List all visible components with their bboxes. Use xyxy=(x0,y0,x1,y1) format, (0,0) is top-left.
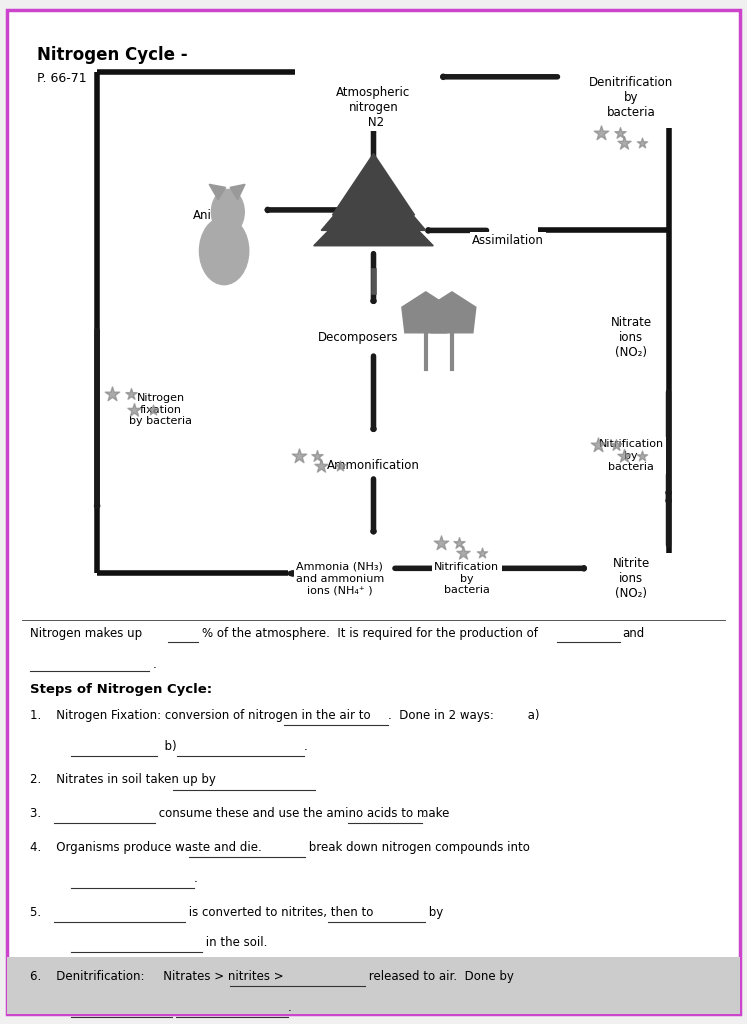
Point xyxy=(147,401,159,418)
Text: Atmospheric
nitrogen
 N2: Atmospheric nitrogen N2 xyxy=(336,86,411,129)
Text: released to air.  Done by: released to air. Done by xyxy=(365,970,514,983)
Point xyxy=(106,386,118,402)
Polygon shape xyxy=(402,292,450,333)
Text: Nitrogen Cycle -: Nitrogen Cycle - xyxy=(37,46,188,65)
Point xyxy=(476,545,488,561)
Point xyxy=(293,447,305,464)
Point xyxy=(610,437,622,454)
Text: 2.    Nitrates in soil taken up by: 2. Nitrates in soil taken up by xyxy=(30,773,220,786)
Point xyxy=(595,125,607,141)
Text: Animals: Animals xyxy=(193,209,241,221)
Text: 3.: 3. xyxy=(30,807,56,820)
Point xyxy=(592,437,604,454)
Text: .: . xyxy=(304,739,308,753)
Point xyxy=(128,401,140,418)
Point xyxy=(618,135,630,152)
Text: is converted to nitrites, then to: is converted to nitrites, then to xyxy=(185,905,377,919)
Polygon shape xyxy=(230,184,245,200)
Text: 4.    Organisms produce waste and die.: 4. Organisms produce waste and die. xyxy=(30,841,265,854)
Text: .: . xyxy=(422,807,426,820)
Text: Denitrification
by
bacteria: Denitrification by bacteria xyxy=(589,76,673,119)
Point xyxy=(618,447,630,464)
Text: by: by xyxy=(426,905,444,919)
Polygon shape xyxy=(209,184,226,200)
Text: .: . xyxy=(288,1000,291,1014)
Point xyxy=(125,386,137,402)
Point xyxy=(453,535,465,551)
Point xyxy=(315,458,327,474)
Text: Ammonification: Ammonification xyxy=(327,460,420,472)
Text: Plants: Plants xyxy=(378,214,414,226)
Text: 5.: 5. xyxy=(30,905,56,919)
Text: .: . xyxy=(153,657,157,671)
Text: 6.    Denitrification:     Nitrates > nitrites >: 6. Denitrification: Nitrates > nitrites … xyxy=(30,970,288,983)
Text: Assimilation: Assimilation xyxy=(472,234,544,247)
FancyBboxPatch shape xyxy=(7,10,740,1014)
Text: .  Done in 2 ways:         a): . Done in 2 ways: a) xyxy=(388,709,539,722)
Circle shape xyxy=(211,189,244,234)
Text: P. 66-71: P. 66-71 xyxy=(37,72,87,85)
Text: Nitrate
ions
(NO₂): Nitrate ions (NO₂) xyxy=(610,316,652,359)
Text: consume these and use the amino acids to make: consume these and use the amino acids to… xyxy=(155,807,453,820)
Text: Nitrogen makes up: Nitrogen makes up xyxy=(30,627,146,640)
Circle shape xyxy=(199,217,249,285)
Text: .: . xyxy=(194,871,198,885)
Text: Ammonia (NH₃)
and ammonium
ions (NH₄⁺ ): Ammonia (NH₃) and ammonium ions (NH₄⁺ ) xyxy=(296,562,384,595)
Text: and: and xyxy=(622,627,645,640)
Polygon shape xyxy=(428,292,476,333)
Text: 1.    Nitrogen Fixation: conversion of nitrogen in the air to: 1. Nitrogen Fixation: conversion of nitr… xyxy=(30,709,374,722)
Polygon shape xyxy=(321,169,426,230)
Polygon shape xyxy=(314,184,433,246)
Point xyxy=(457,545,469,561)
Text: Nitrification
by
bacteria: Nitrification by bacteria xyxy=(434,562,500,595)
Text: Decomposers: Decomposers xyxy=(318,332,399,344)
Point xyxy=(636,135,648,152)
Text: in the soil.: in the soil. xyxy=(202,936,267,949)
Text: Steps of Nitrogen Cycle:: Steps of Nitrogen Cycle: xyxy=(30,683,212,696)
Text: Nitrification
by
bacteria: Nitrification by bacteria xyxy=(598,439,664,472)
Text: Nitrogen
fixation
by bacteria: Nitrogen fixation by bacteria xyxy=(129,393,192,426)
Point xyxy=(435,535,447,551)
FancyBboxPatch shape xyxy=(7,957,740,1014)
Point xyxy=(311,447,323,464)
Polygon shape xyxy=(332,154,415,215)
Point xyxy=(334,458,346,474)
Point xyxy=(636,447,648,464)
Text: b): b) xyxy=(157,739,180,753)
Text: Nitrite
ions
(NO₂): Nitrite ions (NO₂) xyxy=(613,557,650,600)
Point xyxy=(614,125,626,141)
Text: break down nitrogen compounds into: break down nitrogen compounds into xyxy=(306,841,530,854)
Text: % of the atmosphere.  It is required for the production of: % of the atmosphere. It is required for … xyxy=(202,627,538,640)
